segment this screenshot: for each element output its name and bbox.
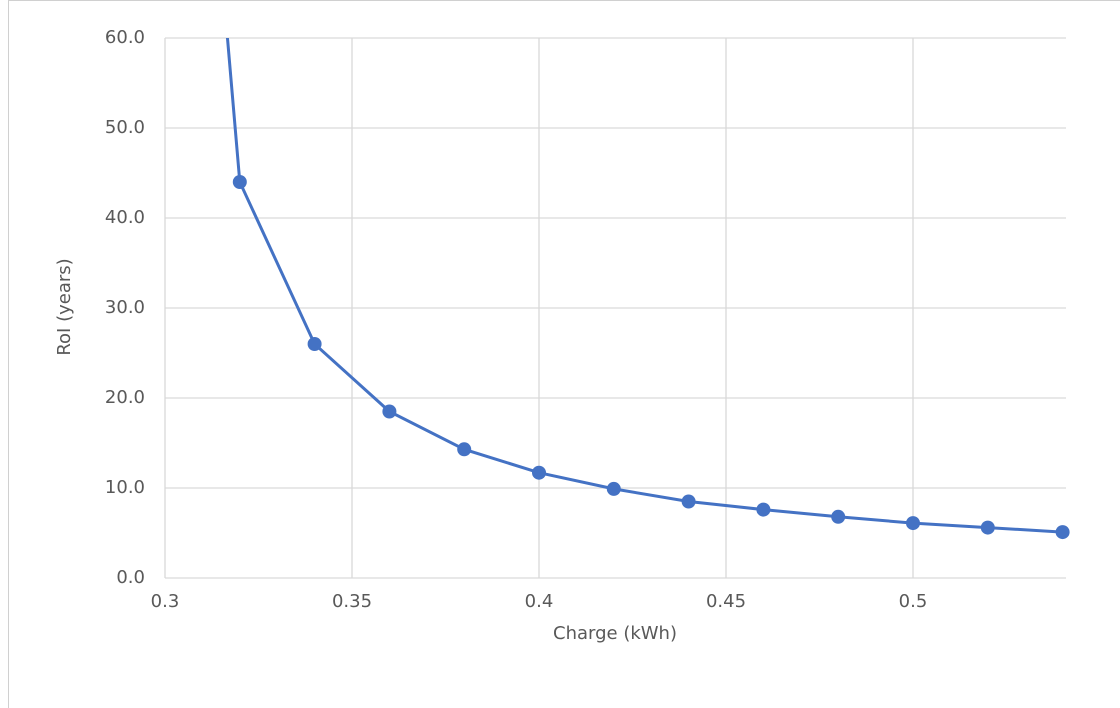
x-tick-label: 0.3	[151, 591, 180, 612]
point	[457, 442, 472, 457]
point	[307, 337, 322, 351]
point	[606, 481, 621, 496]
point	[756, 502, 771, 517]
x-tick-label: 0.4	[525, 591, 554, 612]
point	[532, 465, 546, 480]
point	[980, 520, 995, 535]
point	[906, 516, 920, 531]
y-tick-label: 0.0	[116, 567, 145, 588]
y-tick-label: 30.0	[105, 297, 145, 318]
x-tick-label: 0.5	[899, 591, 928, 612]
x-tick-label: 0.35	[332, 591, 372, 612]
y-tick-label: 50.0	[105, 117, 145, 138]
y-tick-label: 10.0	[105, 477, 145, 498]
x-axis-title: Charge (kWh)	[553, 623, 677, 644]
point	[681, 494, 696, 509]
y-tick-label: 60.0	[105, 27, 145, 48]
point	[1055, 525, 1070, 540]
y-tick-label: 40.0	[105, 207, 145, 228]
x-tick-label: 0.45	[706, 591, 746, 612]
y-tick-label: 20.0	[105, 387, 145, 408]
y-axis-title: RoI (years)	[54, 258, 75, 355]
point	[382, 404, 397, 419]
point	[232, 175, 247, 189]
point	[831, 509, 846, 524]
